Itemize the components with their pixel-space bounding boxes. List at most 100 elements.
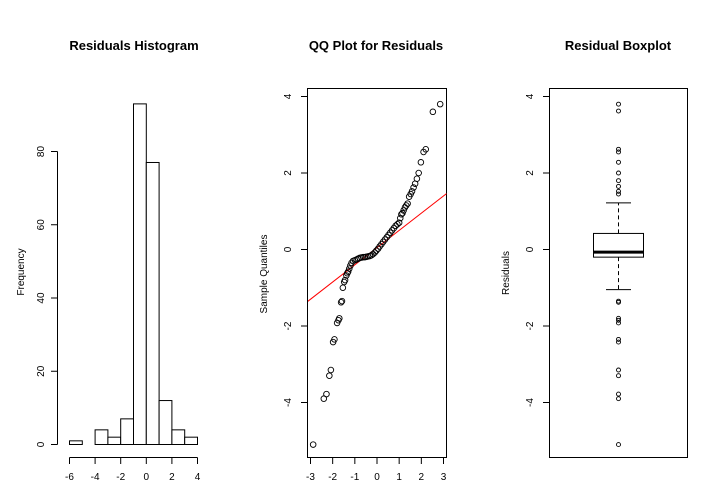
qq-y-tick-label: -2	[283, 321, 294, 330]
histogram-y-tick-label: 80	[36, 146, 47, 158]
histogram-x-tick-label: 4	[195, 472, 201, 483]
histogram-y-tick-label: 60	[36, 219, 47, 231]
boxplot-outlier	[616, 320, 621, 326]
qq-y-tick-label: 4	[283, 93, 294, 99]
boxplot-outlier	[616, 396, 621, 402]
histogram-bar-3	[107, 436, 122, 445]
histogram-bar-7	[158, 400, 173, 445]
boxplot-outlier	[616, 317, 621, 323]
qq-x-tick-label: 0	[374, 472, 380, 483]
histogram-bar-5	[133, 103, 147, 445]
qq-point	[327, 366, 335, 374]
qq-plot-panel: QQ Plot for Residuals Sample Quantiles -…	[259, 38, 447, 483]
boxplot-y-axis: -4 -2 0 2 4	[525, 93, 550, 407]
boxplot-outlier	[616, 188, 621, 194]
qq-point	[338, 297, 346, 305]
histogram-x-tick-label: 2	[169, 472, 175, 483]
qq-point	[395, 219, 403, 226]
histogram-x-axis: -6 -4 -2 0 2 4	[65, 457, 201, 483]
qq-plot-frame	[307, 88, 447, 458]
qq-point	[404, 200, 411, 207]
histogram-title: Residuals Histogram	[69, 38, 198, 53]
qq-x-tick-label: -2	[328, 472, 337, 483]
qq-point	[410, 184, 417, 191]
boxplot-outlier	[616, 108, 621, 114]
qq-x-tick-label: 2	[419, 472, 425, 483]
qq-point	[341, 276, 349, 284]
qq-y-tick-label: 2	[283, 170, 294, 176]
qq-point	[344, 268, 352, 275]
qq-point	[331, 336, 338, 343]
boxplot-outlier	[616, 373, 621, 379]
qq-point	[326, 372, 333, 379]
qq-point	[417, 159, 425, 166]
qq-x-tick-label: 3	[441, 472, 447, 483]
boxplot-outlier	[616, 391, 621, 397]
boxplot-y-tick-label: 0	[525, 246, 536, 252]
boxplot-outlier	[616, 170, 621, 176]
qq-point	[429, 108, 437, 116]
qq-point	[369, 250, 377, 258]
histogram-panel: Residuals Histogram Frequency -6 -4 -2 0 2 40…	[16, 38, 201, 483]
histogram-y-tick-label: 20	[36, 365, 47, 377]
qq-point	[336, 315, 343, 322]
qq-point	[309, 441, 317, 448]
histogram-bar-6	[145, 161, 160, 446]
qq-point	[422, 146, 430, 153]
qq-point	[371, 249, 379, 256]
boxplot-outlier	[616, 336, 621, 342]
qq-x-tick-label: -3	[306, 472, 315, 483]
histogram-x-tick-label: -6	[65, 472, 74, 483]
qq-point	[415, 169, 422, 177]
boxplot-outlier	[616, 149, 621, 155]
histogram-y-axis: 0 20 40 60 80	[36, 146, 58, 447]
histogram-y-tick-label: 40	[36, 292, 47, 304]
qq-point	[436, 100, 444, 108]
qq-x-tick-label: -1	[350, 472, 359, 483]
boxplot-outlier	[616, 339, 621, 345]
qq-point	[337, 299, 345, 306]
boxplot-outlier	[616, 183, 621, 189]
qq-x-tick-label: 1	[396, 472, 402, 483]
boxplot-outlier	[616, 146, 621, 152]
histogram-bar-9	[184, 436, 198, 445]
histogram-bar-2	[94, 429, 109, 446]
histogram-bar-0	[69, 440, 83, 445]
histogram-x-tick-label: 0	[144, 472, 150, 483]
qq-x-axis: -3 -2 -1 0 1 2 3	[306, 457, 447, 483]
boxplot-outlier	[616, 101, 621, 107]
qq-point	[346, 265, 353, 272]
boxplot-y-tick-label: 2	[525, 170, 536, 176]
qq-point	[394, 221, 401, 228]
histogram-x-tick-label: -2	[116, 472, 125, 483]
boxplot-y-tick-label: -4	[525, 398, 536, 407]
boxplot-outlier	[616, 367, 621, 373]
qq-point	[339, 284, 347, 292]
qq-point	[413, 175, 421, 182]
boxplot-outlier	[616, 178, 621, 184]
histogram-y-label: Frequency	[16, 248, 27, 295]
qq-y-tick-label: -4	[283, 398, 294, 407]
histogram-bar-8	[171, 429, 186, 446]
qq-point	[400, 207, 407, 214]
boxplot-outlier	[616, 191, 621, 197]
histogram-x-tick-label: -4	[91, 472, 100, 483]
boxplot-y-tick-label: -2	[525, 321, 536, 330]
qq-y-axis: -4 -2 0 2 4	[283, 93, 308, 407]
boxplot-y-tick-label: 4	[525, 93, 536, 99]
boxplot-outlier	[616, 298, 621, 304]
qq-point	[403, 202, 410, 209]
histogram-y-tick-label: 0	[36, 441, 47, 447]
boxplot-outlier	[616, 442, 621, 448]
qq-point	[373, 247, 380, 254]
histogram-bar-4	[120, 418, 134, 445]
boxplot-outlier	[616, 315, 621, 321]
qq-plot-title: QQ Plot for Residuals	[309, 38, 443, 53]
qq-plot-y-label: Sample Quantiles	[259, 235, 270, 314]
boxplot-y-label: Residuals	[501, 251, 512, 295]
qq-point	[323, 390, 330, 398]
boxplot-title: Residual Boxplot	[565, 38, 672, 53]
qq-y-tick-label: 0	[283, 246, 294, 252]
boxplot-outlier	[616, 159, 621, 165]
